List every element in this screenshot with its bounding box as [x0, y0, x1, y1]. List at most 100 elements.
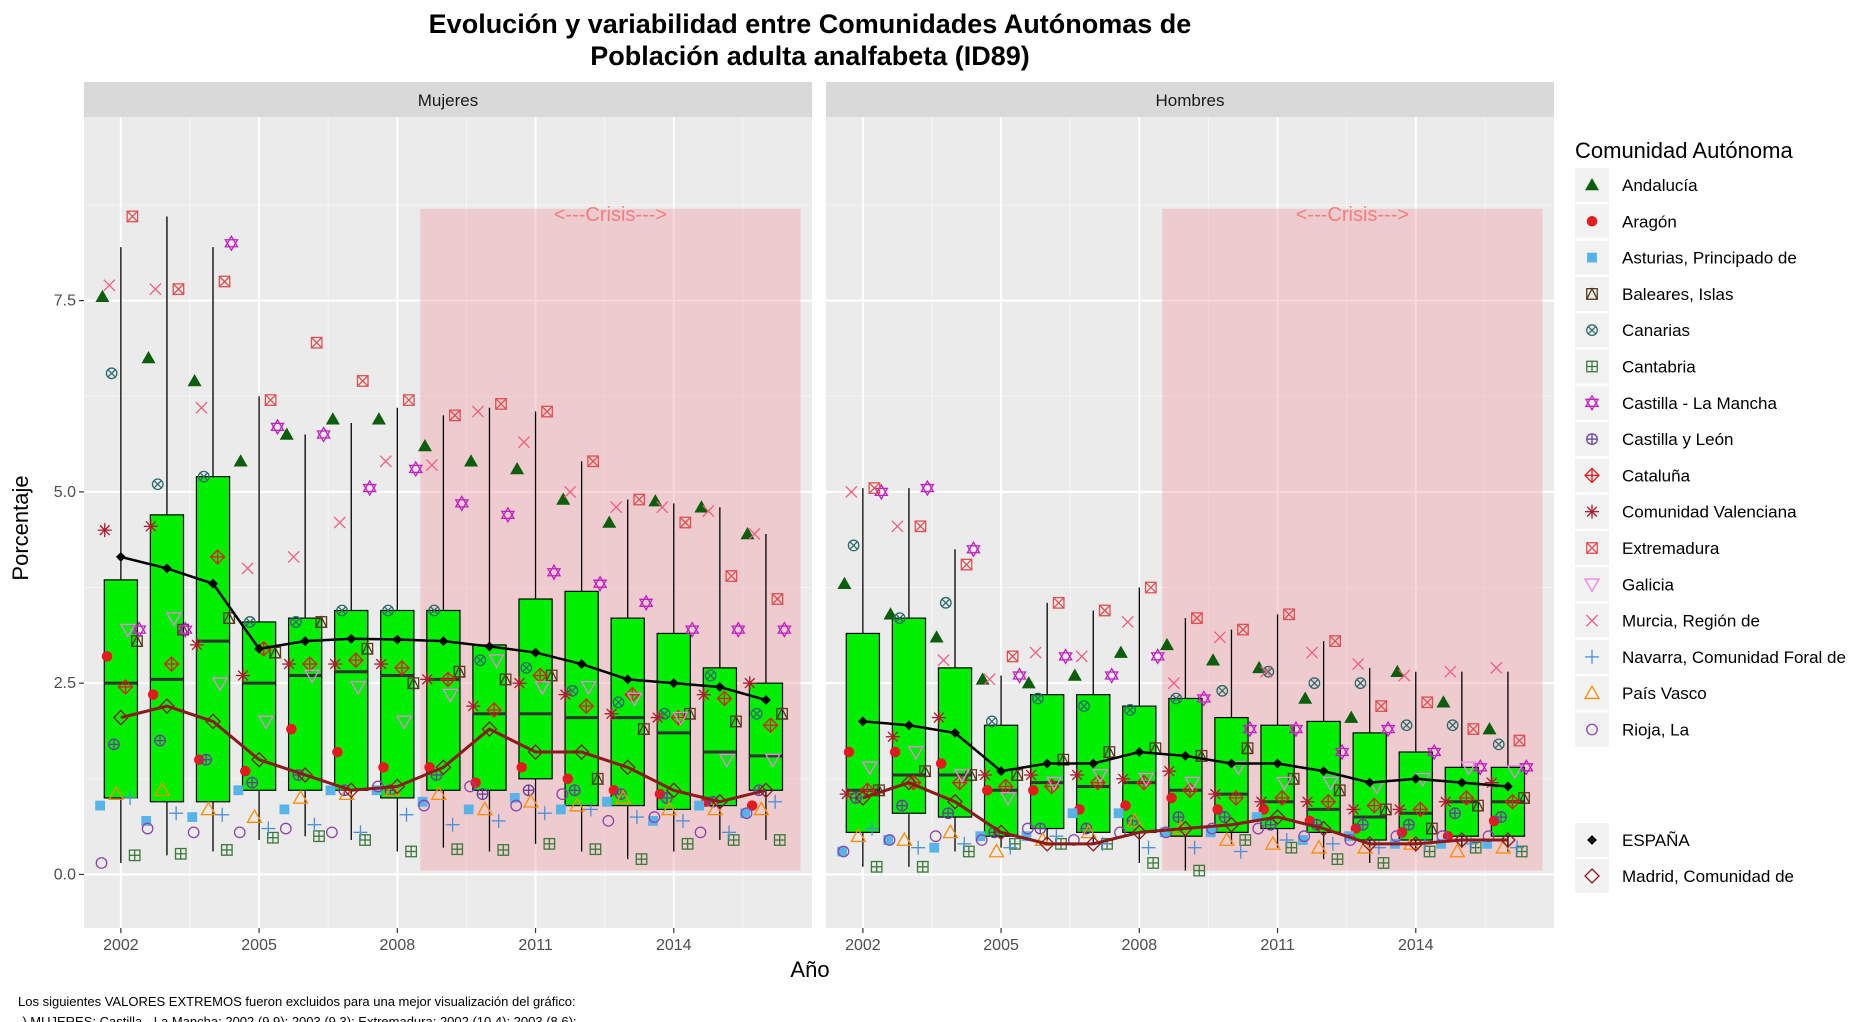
point-navarra-2014	[675, 813, 690, 828]
box-2002	[845, 488, 881, 867]
point-espana-2010	[484, 641, 495, 652]
chart-subtitle: Población adulta analfabeta (ID89)	[590, 41, 1030, 71]
point-cataluna-2012	[578, 698, 595, 715]
x-tick-label: 2008	[380, 937, 416, 954]
legend-symbol-aragon	[1586, 216, 1598, 227]
point-extremadura-2008	[402, 394, 415, 406]
point-asturias-2008	[371, 785, 382, 796]
point-andalucia-2003	[883, 607, 898, 620]
point-canarias-2010	[1216, 684, 1229, 697]
point-com_valenciana-2004	[931, 710, 946, 725]
point-aragon-2013	[608, 785, 620, 796]
point-extremadura-2006	[310, 336, 323, 349]
point-cantabria-2002	[870, 860, 883, 873]
point-cataluna-2009	[440, 671, 456, 688]
point-navarra-2015	[722, 825, 737, 840]
point-navarra-2010	[1233, 844, 1248, 859]
point-cataluna-2011	[1274, 790, 1291, 806]
point-cantabria-2009	[1193, 864, 1206, 877]
point-madrid-2006	[297, 767, 314, 783]
point-espana-2016	[761, 695, 771, 705]
point-madrid-2005	[993, 824, 1010, 841]
point-asturias-2008	[1113, 808, 1124, 819]
point-pais_vasco-2012	[568, 797, 586, 812]
point-espana-2012	[576, 659, 587, 669]
point-murcia-2013	[1352, 657, 1365, 671]
point-castilla_le-2006	[1034, 822, 1047, 835]
point-andalucia-2007	[1067, 668, 1082, 681]
point-madrid-2010	[481, 721, 498, 737]
point-navarra-2011	[1279, 833, 1294, 848]
box-2011	[518, 411, 553, 844]
strip-label: Mujeres	[418, 91, 478, 110]
legend-symbol-castilla_le	[1586, 433, 1598, 446]
point-asturias-2003	[141, 815, 152, 826]
point-rioja-2014	[1390, 830, 1403, 843]
legend-item-canarias: Canarias	[1575, 313, 1690, 348]
point-murcia-2002	[845, 485, 858, 498]
point-pais_vasco-2005	[988, 843, 1005, 858]
point-galicia-2002	[119, 623, 136, 638]
point-asturias-2007	[325, 785, 336, 796]
legend-item-murcia: Murcia, Región de	[1575, 603, 1760, 638]
point-castilla_le-2002	[108, 738, 120, 751]
point-baleares-2007	[361, 642, 374, 655]
crisis-label: <---Crisis--->	[554, 204, 667, 226]
box-2010	[472, 407, 507, 852]
point-andalucia-2002	[837, 576, 852, 589]
point-madrid-2007	[343, 782, 360, 799]
point-asturias-2012	[1297, 835, 1308, 845]
point-asturias-2015	[694, 800, 705, 811]
point-castilla_lm-2014	[684, 621, 700, 638]
box-iqr	[610, 617, 645, 807]
point-madrid-2015	[711, 793, 728, 810]
legend-key	[1575, 385, 1609, 420]
point-extremadura-2010	[495, 398, 507, 410]
point-asturias-2016	[740, 808, 751, 819]
point-pais_vasco-2012	[1310, 839, 1328, 854]
point-pais_vasco-2010	[1218, 831, 1235, 846]
gridlines	[826, 117, 1554, 928]
point-galicia-2012	[580, 681, 597, 696]
point-asturias-2004	[187, 812, 198, 822]
point-baleares-2014	[1425, 821, 1439, 835]
point-madrid-2009	[1177, 820, 1194, 837]
point-cantabria-2011	[1285, 841, 1298, 854]
point-pais_vasco-2015	[1449, 843, 1466, 858]
panel-hombres: Hombres <---Crisis---> 2002 2005 2008 2011 201…	[826, 82, 1554, 954]
point-espana-2012	[1318, 766, 1329, 777]
point-canarias-2011	[1262, 665, 1275, 678]
legend-symbol-castilla_lm	[1584, 394, 1600, 412]
point-castilla_le-2003	[154, 734, 166, 747]
point-cantabria-2014	[1423, 845, 1436, 858]
point-canarias-2008	[382, 604, 395, 617]
point-pais_vasco-2013	[614, 789, 632, 804]
point-galicia-2015	[1460, 761, 1477, 776]
point-extremadura-2007	[1098, 604, 1111, 617]
point-espana-2013	[622, 674, 633, 685]
point-galicia-2004	[953, 769, 971, 784]
point-murcia-2012	[564, 485, 577, 498]
point-castilla_le-2005	[246, 776, 259, 789]
legend-label: Canarias	[1622, 321, 1690, 340]
point-navarra-2009	[445, 817, 460, 832]
point-galicia-2016	[1506, 765, 1523, 780]
point-extremadura-2003	[914, 520, 927, 533]
box-iqr	[656, 632, 691, 811]
point-canarias-2007	[336, 604, 348, 617]
point-asturias-2012	[555, 804, 566, 815]
point-com_valenciana-2008	[1116, 771, 1131, 786]
point-cataluna-2015	[716, 690, 733, 707]
point-andalucia-2005	[233, 454, 248, 467]
point-andalucia-2003	[141, 351, 156, 364]
point-aragon-2010	[1212, 804, 1223, 815]
legend-item-asturias: Asturias, Principado de	[1575, 240, 1797, 275]
point-galicia-2004	[211, 677, 229, 692]
legend-item-madrid: Madrid, Comunidad de	[1575, 859, 1794, 893]
point-aragon-2002	[101, 651, 113, 662]
point-murcia-2012	[1306, 646, 1319, 659]
point-navarra-2016	[1510, 840, 1525, 855]
point-asturias-2010	[1205, 827, 1216, 838]
point-canarias-2009	[428, 604, 441, 617]
community-points	[95, 210, 792, 869]
